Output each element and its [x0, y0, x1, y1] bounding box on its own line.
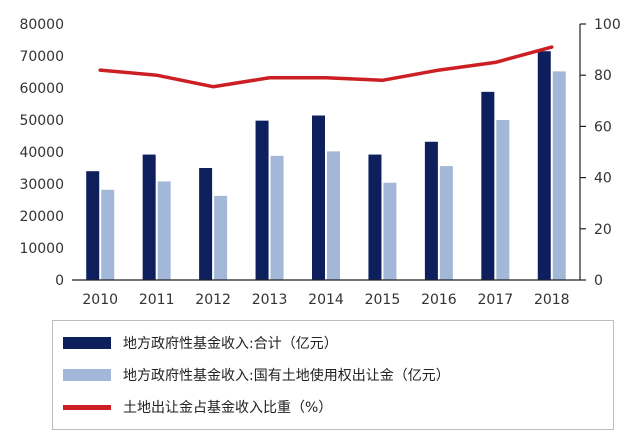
- bar-land-transfer-2017: [496, 120, 510, 280]
- ratio-line: [98, 45, 554, 89]
- right-axis: 0 20 40 60 80 100: [579, 17, 621, 289]
- right-tick-label: 40: [594, 171, 612, 187]
- x-tick-label: 2018: [534, 292, 570, 308]
- bar-total-2018: [537, 51, 551, 281]
- right-tick-label: 20: [594, 222, 612, 238]
- legend-swatch-total: [63, 337, 111, 349]
- x-tick-label: 2012: [195, 292, 231, 308]
- left-tick-label: 60000: [19, 81, 64, 97]
- x-tick-label: 2014: [308, 292, 344, 308]
- bar-total-2016: [424, 141, 438, 280]
- right-tick-label: 0: [594, 273, 603, 289]
- legend-swatch-land-transfer: [63, 369, 111, 381]
- legend-label-land-transfer: 地方政府性基金收入:国有土地使用权出让金（亿元）: [123, 368, 450, 384]
- left-tick-label: 50000: [19, 113, 64, 129]
- x-tick-label: 2011: [139, 292, 175, 308]
- left-axis: 0 10000 20000 30000 40000 50000 60000 70000 8000…: [19, 17, 64, 289]
- left-tick-label: 40000: [19, 145, 64, 161]
- bar-total-2013: [255, 120, 269, 280]
- legend-item-land-transfer: 地方政府性基金收入:国有土地使用权出让金（亿元）: [63, 363, 450, 387]
- legend-label-ratio: 土地出让金占基金收入比重（%）: [123, 400, 333, 416]
- left-tick-label: 20000: [19, 209, 64, 225]
- x-tick-label: 2015: [365, 292, 401, 308]
- left-tick-label: 30000: [19, 177, 64, 193]
- legend-item-total: 地方政府性基金收入:合计（亿元）: [63, 331, 338, 355]
- bar-land-transfer-2014: [327, 151, 340, 280]
- right-tick-label: 100: [594, 17, 621, 33]
- x-tick-label: 2017: [478, 292, 514, 308]
- bar-land-transfer-2016: [439, 166, 453, 280]
- bar-total-2011: [142, 154, 156, 280]
- x-tick-label: 2010: [82, 292, 118, 308]
- bar-land-transfer-2012: [214, 195, 228, 280]
- legend-item-ratio: 土地出让金占基金收入比重（%）: [63, 395, 332, 419]
- legend-label-total: 地方政府性基金收入:合计（亿元）: [123, 336, 338, 352]
- x-tick-label: 2013: [252, 292, 288, 308]
- bar-land-transfer-2010: [101, 189, 115, 280]
- line-layer: [98, 45, 554, 89]
- bar-total-2012: [199, 168, 213, 280]
- legend-line-ratio: [63, 404, 111, 410]
- right-tick-label: 60: [594, 119, 612, 135]
- bar-total-2014: [312, 115, 325, 281]
- bar-total-2010: [86, 171, 100, 280]
- left-tick-label: 70000: [19, 49, 64, 65]
- bar-total-2015: [368, 154, 382, 280]
- left-tick-label: 10000: [19, 241, 64, 257]
- right-tick-label: 80: [594, 68, 612, 84]
- bar-total-2017: [481, 91, 495, 280]
- left-tick-label: 80000: [19, 17, 64, 33]
- bar-land-transfer-2015: [383, 182, 397, 280]
- bar-layer: [86, 51, 566, 281]
- bar-land-transfer-2011: [157, 181, 171, 280]
- bar-land-transfer-2018: [552, 71, 566, 280]
- combo-chart: 0100002000030000400005000060000700008000…: [19, 17, 621, 308]
- bar-land-transfer-2013: [270, 155, 284, 280]
- legend: 地方政府性基金收入:合计（亿元） 地方政府性基金收入:国有土地使用权出让金（亿元…: [52, 320, 614, 430]
- x-axis: 2010 2011 2012 2013 2014 2015 2016 2017 2018: [82, 292, 569, 308]
- left-tick-label: 0: [55, 273, 64, 289]
- x-tick-label: 2016: [421, 292, 457, 308]
